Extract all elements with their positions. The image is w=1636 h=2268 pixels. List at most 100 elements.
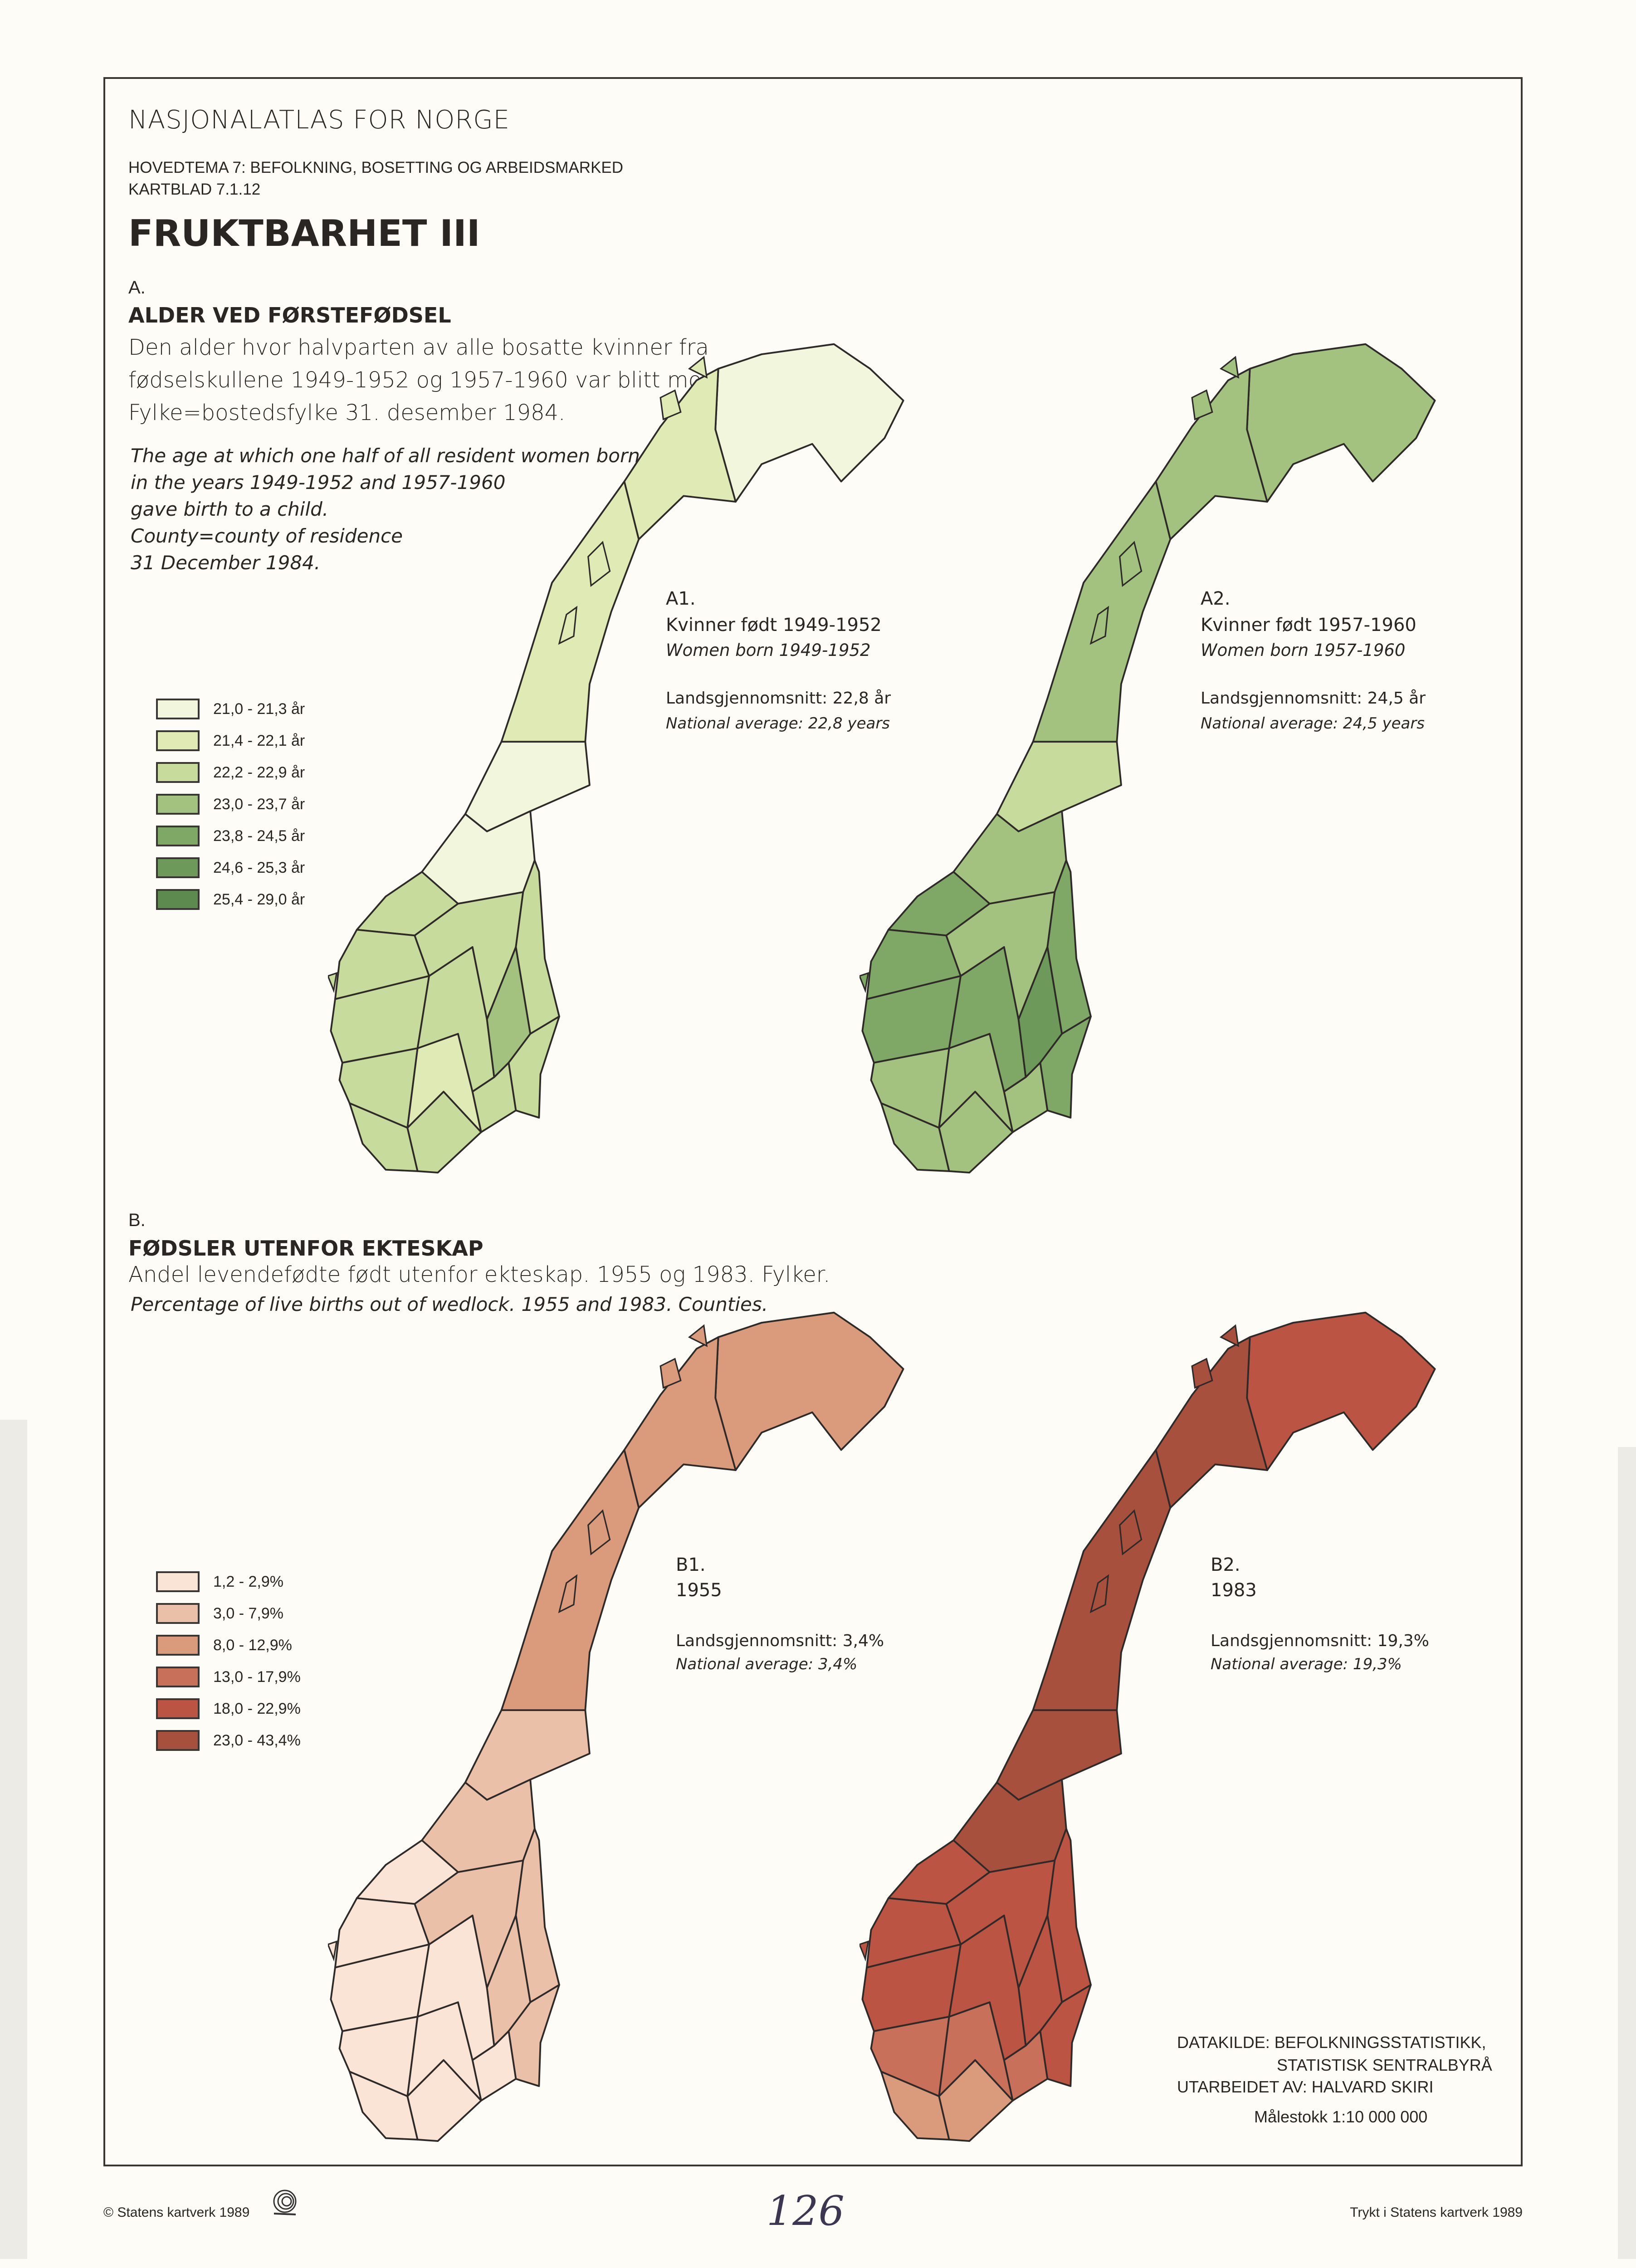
island [860,972,869,993]
island [558,1574,578,1613]
island [1219,356,1240,379]
legend-item: 23,8 - 24,5 år [156,820,305,852]
section-b-letter: B. [128,1210,146,1230]
copyright: © Statens kartverk 1989 [103,2205,250,2220]
legend-label: 25,4 - 29,0 år [213,890,305,908]
county-region-18 [471,2030,517,2102]
county-region-18 [471,1061,517,1133]
legend-item: 8,0 - 12,9% [156,1629,301,1661]
legend-item: 23,0 - 43,4% [156,1725,301,1756]
section-b-title: FØDSLER UTENFOR EKTESKAP [128,1236,483,1261]
island [860,1940,869,1962]
legend-swatch [156,1698,200,1719]
legend-swatch [156,1667,200,1687]
section-b-description-en: Percentage of live births out of wedlock… [131,1293,768,1315]
island [1119,541,1143,587]
map-b1 [328,1311,904,2142]
county-region-10 [880,1102,950,1172]
legend-swatch [156,1571,200,1592]
legend-swatch [156,889,200,910]
county-region-2 [1155,367,1268,540]
legend-swatch [156,762,200,783]
county-region-10 [348,2071,419,2141]
handwritten-page-number: 126 [767,2187,845,2235]
legend-item: 21,0 - 21,3 år [156,693,305,725]
island [659,389,682,420]
legend-label: 24,6 - 25,3 år [213,859,305,876]
legend-item: 25,4 - 29,0 år [156,884,305,915]
legend-item: 1,2 - 2,9% [156,1566,301,1598]
legend-item: 24,6 - 25,3 år [156,852,305,884]
island [659,1358,682,1389]
scan-margin [1618,1447,1636,2259]
legend-item: 13,0 - 17,9% [156,1661,301,1693]
section-a-title: ALDER VED FØRSTEFØDSEL [128,303,451,327]
legend-swatch [156,1635,200,1656]
county-region-2 [623,1336,737,1509]
section-b-description: Andel levendefødte født utenfor ekteskap… [128,1262,830,1287]
scan-margin [0,1420,27,2259]
island [1119,1509,1143,1556]
legend-swatch [156,730,200,751]
legend-label: 18,0 - 22,9% [213,1700,301,1717]
printed-by: Trykt i Statens kartverk 1989 [1350,2205,1523,2220]
legend-item: 22,2 - 22,9 år [156,757,305,788]
county-region-10 [880,2071,950,2141]
island [1191,1358,1213,1389]
legend-item: 21,4 - 22,1 år [156,725,305,757]
county-region-2 [623,367,737,540]
legend-label: 23,0 - 43,4% [213,1731,301,1749]
legend-label: 21,0 - 21,3 år [213,700,305,718]
legend-label: 3,0 - 7,9% [213,1604,283,1622]
author-credit: UTARBEIDET AV: HALVARD SKIRI [1177,2077,1434,2096]
county-region-2 [1155,1336,1268,1509]
legend-swatch [156,1730,200,1751]
island [1089,1574,1109,1613]
island [328,1940,338,1962]
legend-label: 22,2 - 22,9 år [213,763,305,781]
island [1089,606,1109,645]
legend-a: 21,0 - 21,3 år 21,4 - 22,1 år 22,2 - 22,9 … [156,693,305,915]
statens-kartverk-logo-icon [273,2190,297,2215]
legend-label: 23,0 - 23,7 år [213,795,305,813]
legend-swatch [156,857,200,878]
map-frame [103,77,1523,2166]
legend-label: 21,4 - 22,1 år [213,732,305,749]
island [688,1324,708,1347]
section-a-description-en: The age at which one half of all residen… [131,445,640,574]
legend-item: 3,0 - 7,9% [156,1598,301,1629]
map-scale: Målestokk 1:10 000 000 [1254,2107,1428,2126]
section-a-description: Den alder hvor halvparten av alle bosatt… [128,335,716,425]
island [1191,389,1213,420]
theme-line: HOVEDTEMA 7: BEFOLKNING, BOSETTING OG AR… [128,159,624,176]
county-region-1 [1246,1311,1436,1471]
island [328,972,338,993]
legend-label: 1,2 - 2,9% [213,1573,283,1590]
map-a1 [328,343,904,1174]
island [688,356,708,379]
island [587,541,611,587]
county-region-18 [1003,2030,1049,2102]
legend-label: 23,8 - 24,5 år [213,827,305,845]
map-b2 [860,1311,1436,2142]
data-source-agency: STATISTISK SENTRALBYRÅ [1277,2056,1492,2074]
legend-swatch [156,699,200,719]
legend-item: 23,0 - 23,7 år [156,788,305,820]
county-region-1 [1246,343,1436,503]
legend-b: 1,2 - 2,9% 3,0 - 7,9% 8,0 - 12,9% 13,0 - 17… [156,1566,301,1756]
county-region-18 [1003,1061,1049,1133]
atlas-title: NASJONALATLAS FOR NORGE [128,105,510,135]
county-region-10 [348,1102,419,1172]
data-source: DATAKILDE: BEFOLKNINGSSTATISTIKK, [1177,2033,1486,2052]
legend-swatch [156,1603,200,1624]
legend-item: 18,0 - 22,9% [156,1693,301,1725]
legend-label: 8,0 - 12,9% [213,1636,292,1654]
section-a-letter: A. [128,278,146,298]
island [587,1509,611,1556]
island [558,606,578,645]
page-title: FRUKTBARHET III [128,212,480,254]
legend-swatch [156,826,200,846]
sheet-number: KARTBLAD 7.1.12 [128,181,261,198]
legend-swatch [156,794,200,815]
